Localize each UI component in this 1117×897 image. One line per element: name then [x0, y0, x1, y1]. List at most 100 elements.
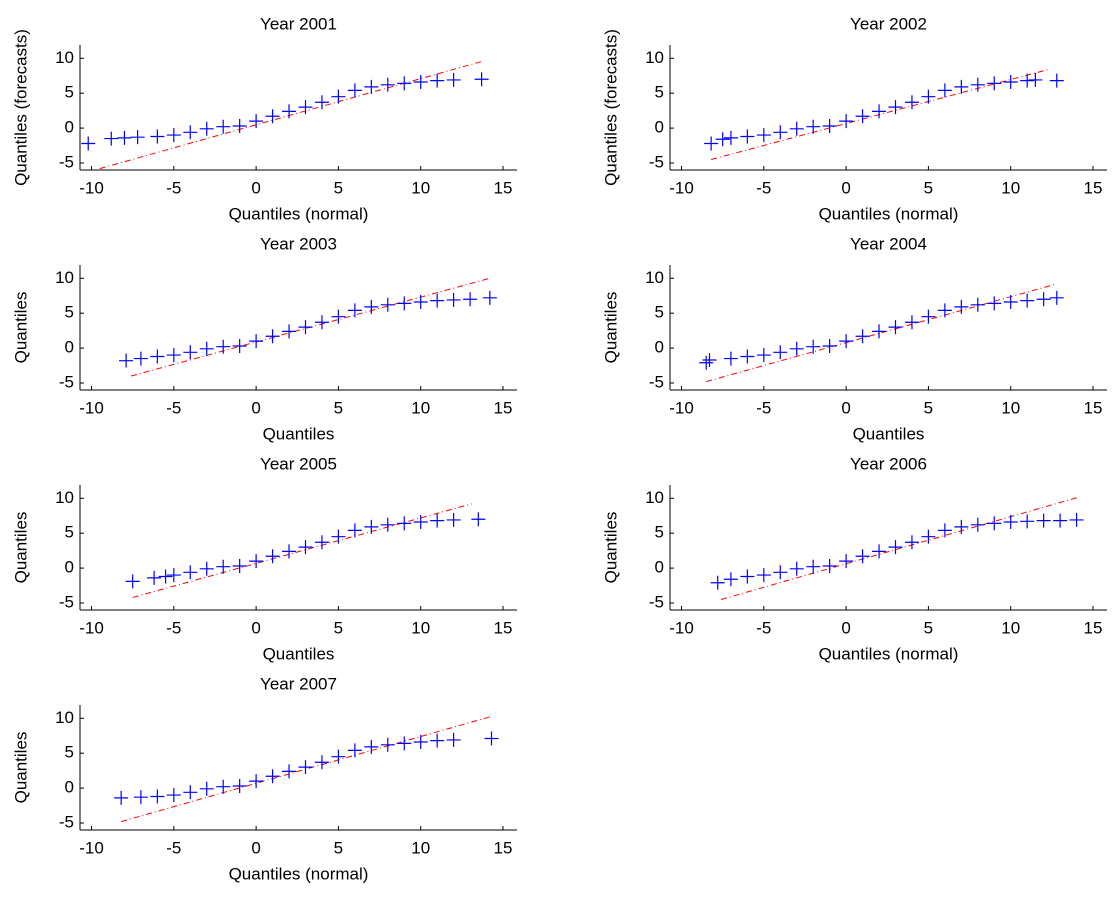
- x-tick-label: -10: [79, 398, 104, 417]
- x-tick-label: 10: [411, 618, 430, 637]
- qq-point: [249, 114, 264, 129]
- qq-point: [756, 348, 771, 363]
- qq-point: [1003, 515, 1018, 530]
- qq-point: [430, 293, 445, 308]
- qq-point: [740, 569, 755, 584]
- x-tick-label: 0: [251, 398, 260, 417]
- qq-point: [740, 349, 755, 364]
- qq-point: [806, 339, 821, 354]
- qq-point: [347, 83, 362, 98]
- qq-point: [1069, 512, 1084, 527]
- qq-point: [147, 570, 162, 585]
- qq-point: [183, 785, 198, 800]
- qq-point: [1036, 513, 1051, 528]
- x-tick-label: 15: [494, 618, 513, 637]
- qq-point: [364, 519, 379, 534]
- qq-point: [232, 339, 247, 354]
- qq-point: [130, 130, 145, 145]
- qq-point: [430, 733, 445, 748]
- y-tick-label: 10: [645, 268, 664, 287]
- x-tick-label: 15: [494, 178, 513, 197]
- qq-point: [150, 349, 165, 364]
- qq-point: [954, 519, 969, 534]
- qq-point: [710, 575, 725, 590]
- subplot-title: Year 2006: [850, 454, 927, 473]
- subplot-title: Year 2007: [260, 674, 337, 693]
- qq-point: [183, 345, 198, 360]
- x-tick-label: 5: [334, 838, 343, 857]
- qq-point: [773, 565, 788, 580]
- x-tick-label: -5: [166, 618, 181, 637]
- qq-point: [314, 315, 329, 330]
- qq-point: [1036, 292, 1051, 307]
- qq-point: [314, 535, 329, 550]
- x-tick-label: -10: [79, 838, 104, 857]
- qq-point: [298, 100, 313, 115]
- qq-point: [347, 743, 362, 758]
- x-tick-label: 10: [1001, 618, 1020, 637]
- x-tick-label: 10: [1001, 398, 1020, 417]
- qq-point: [855, 549, 870, 564]
- qq-point: [119, 353, 134, 368]
- y-tick-label: 10: [645, 488, 664, 507]
- x-tick-label: 5: [924, 178, 933, 197]
- x-tick-label: 10: [411, 838, 430, 857]
- qq-point: [723, 351, 738, 366]
- qq-point: [166, 788, 181, 803]
- qq-point: [756, 568, 771, 583]
- y-tick-label: 0: [65, 118, 74, 137]
- qq-point: [789, 561, 804, 576]
- x-tick-label: 15: [1084, 618, 1103, 637]
- qq-point: [265, 329, 280, 344]
- reference-line: [720, 496, 1080, 601]
- x-tick-label: 15: [494, 838, 513, 857]
- x-tick-label: -10: [669, 618, 694, 637]
- y-tick-label: -5: [649, 593, 664, 612]
- qq-point: [166, 348, 181, 363]
- x-tick-label: 0: [841, 178, 850, 197]
- qq-point: [282, 764, 297, 779]
- x-tick-label: -10: [669, 178, 694, 197]
- qq-point: [331, 529, 346, 544]
- y-tick-label: -5: [649, 373, 664, 392]
- qq-point: [723, 130, 738, 145]
- x-tick-label: -5: [756, 398, 771, 417]
- x-tick-label: 5: [924, 618, 933, 637]
- x-tick-label: -10: [79, 618, 104, 637]
- x-tick-label: 15: [494, 398, 513, 417]
- x-tick-label: 10: [411, 178, 430, 197]
- qq-point: [397, 736, 412, 751]
- qq-point: [921, 309, 936, 324]
- subplot-title: Year 2002: [850, 14, 927, 33]
- qq-point: [133, 790, 148, 805]
- qq-point: [199, 781, 214, 796]
- qq-point: [166, 128, 181, 143]
- qq-point: [364, 79, 379, 94]
- qq-point: [1020, 514, 1035, 529]
- qq-point: [331, 309, 346, 324]
- subplot: Year 2002 Quantiles (normal) Quantiles (fo…: [601, 14, 1107, 223]
- qq-point: [347, 303, 362, 318]
- qq-point: [482, 290, 497, 305]
- qq-point: [380, 737, 395, 752]
- y-tick-label: 5: [65, 303, 74, 322]
- y-axis-label: Quantiles: [601, 512, 620, 584]
- qq-point: [413, 75, 428, 90]
- qq-point: [364, 739, 379, 754]
- qq-point: [474, 72, 489, 87]
- x-axis-label: Quantiles: [263, 644, 335, 663]
- x-tick-label: 15: [1084, 178, 1103, 197]
- qq-point: [740, 129, 755, 144]
- qq-point: [216, 559, 231, 574]
- x-axis-label: Quantiles (normal): [819, 644, 959, 663]
- x-tick-label: 0: [841, 618, 850, 637]
- qq-point: [183, 125, 198, 140]
- qq-point: [133, 351, 148, 366]
- qq-point: [937, 523, 952, 538]
- x-axis-label: Quantiles (normal): [229, 204, 369, 223]
- qq-point: [471, 512, 486, 527]
- y-tick-label: 0: [65, 778, 74, 797]
- qq-point: [104, 131, 119, 146]
- qq-point: [249, 334, 264, 349]
